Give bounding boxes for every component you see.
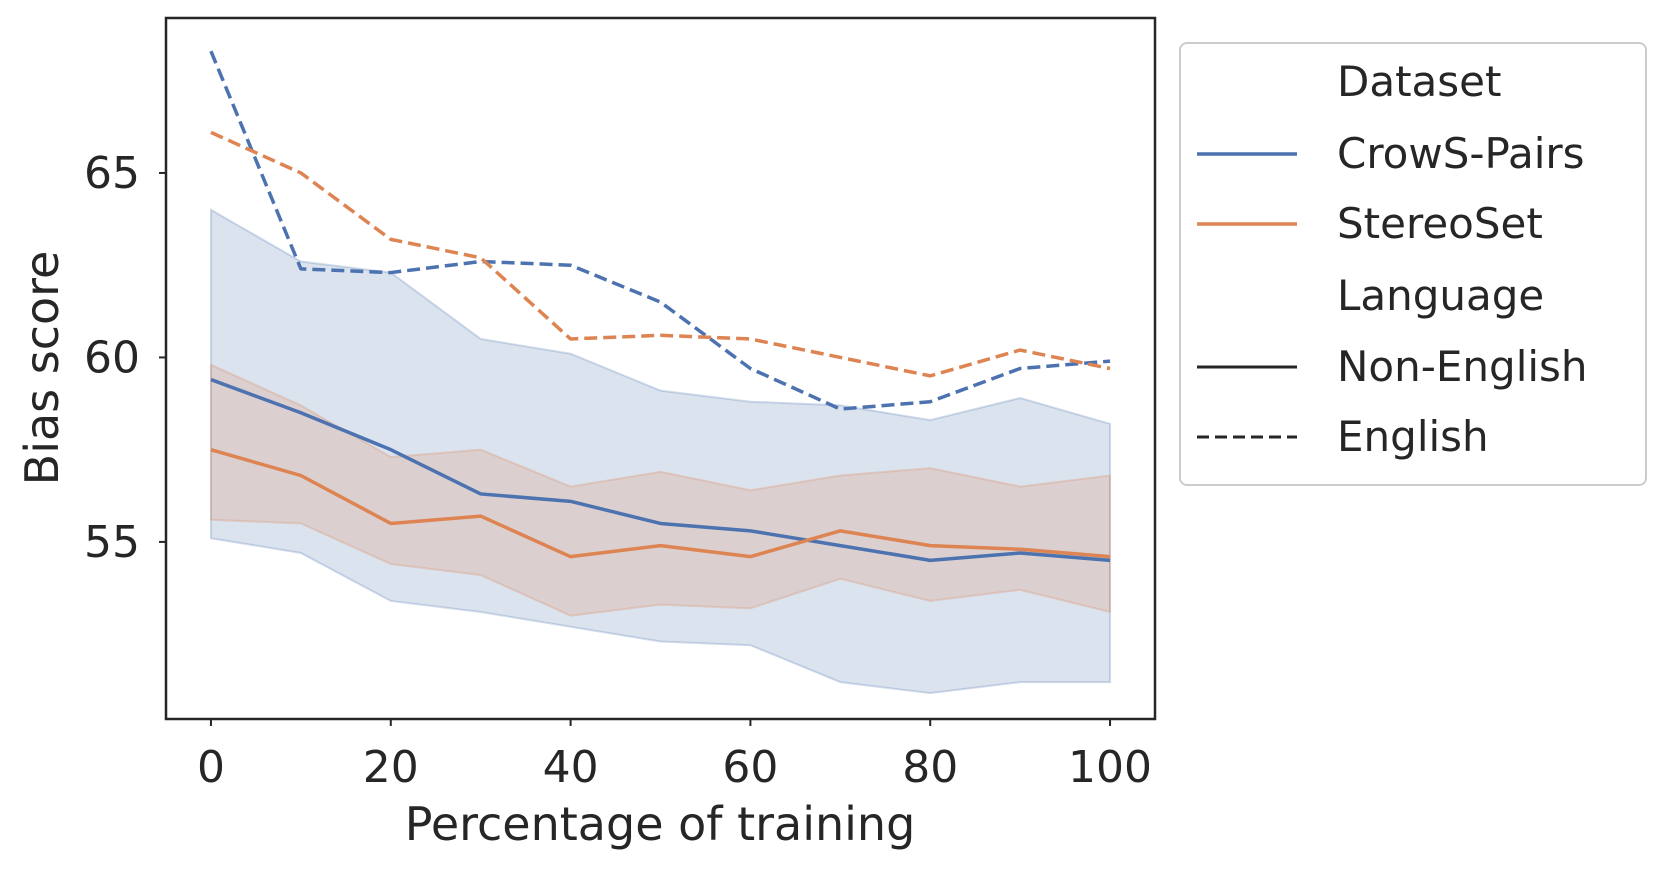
x-axis-ticks: 0 20 40 60 80 100 (197, 719, 1152, 793)
legend-label-english: English (1337, 412, 1489, 461)
series-line-crows-pairs-english (209, 50, 1111, 411)
band-crows-pairs-non-english-ci (209, 208, 1112, 695)
series-line-stereoset-english (210, 130, 1111, 378)
plot-frame (164, 16, 1157, 721)
legend-dataset-title: Dataset (1337, 57, 1501, 106)
legend-label-non-english: Non-English (1337, 342, 1588, 391)
x-tick-label-40: 40 (543, 742, 599, 793)
legend: Dataset CrowS-Pairs StereoSet Language N… (1179, 42, 1647, 486)
series-line-crows-pairs-non-english (210, 377, 1111, 563)
y-tick-label-60: 60 (84, 332, 140, 383)
legend-label-crows-pairs: CrowS-Pairs (1337, 129, 1585, 178)
x-tick-label-0: 0 (197, 742, 225, 793)
y-axis-ticks: 55 60 65 (84, 148, 166, 568)
legend-language-title: Language (1337, 271, 1544, 320)
x-tick-label-20: 20 (363, 742, 419, 793)
y-tick-label-65: 65 (84, 148, 140, 199)
series-line-stereoset-non-english (210, 447, 1111, 559)
series-lines (209, 50, 1111, 563)
x-tick-label-80: 80 (902, 742, 958, 793)
y-tick-label-55: 55 (84, 517, 140, 568)
x-axis-title: Percentage of training (405, 797, 916, 851)
x-tick-label-100: 100 (1068, 742, 1152, 793)
x-tick-label-60: 60 (722, 742, 778, 793)
y-axis-title: Bias score (15, 251, 69, 486)
legend-label-stereoset: StereoSet (1337, 199, 1543, 248)
confidence-bands (209, 208, 1112, 695)
